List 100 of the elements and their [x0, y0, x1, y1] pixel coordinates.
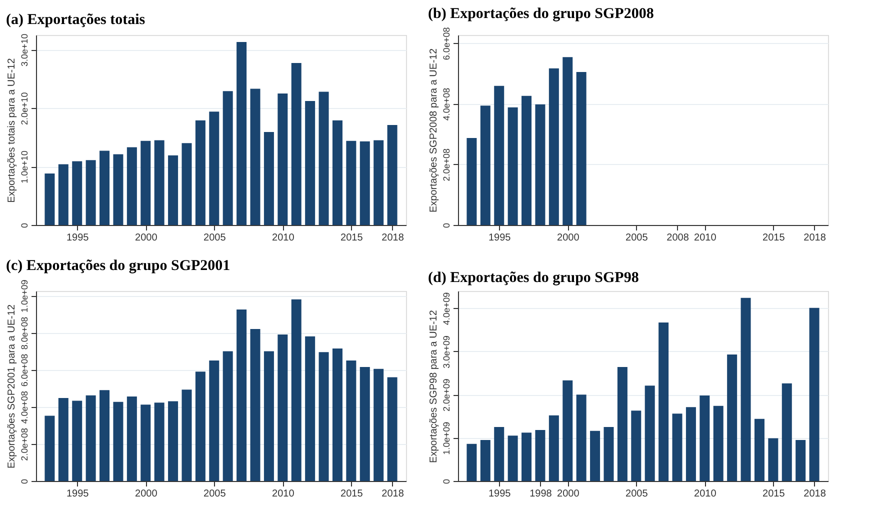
x-tick-label: 2010 — [694, 232, 717, 244]
bar — [686, 407, 696, 481]
x-tick-label: 2005 — [204, 232, 226, 244]
y-tick-label: 3.0e+09 — [442, 336, 452, 368]
bar — [182, 143, 192, 225]
y-tick-label: 3.0e+10 — [20, 34, 30, 67]
bar — [58, 164, 68, 225]
x-tick-label: 2005 — [626, 488, 648, 500]
bar — [168, 401, 178, 481]
bar — [318, 352, 329, 481]
bar — [782, 383, 792, 481]
bar — [86, 160, 96, 225]
y-tick-label: 6.0e+08 — [20, 354, 30, 387]
bar — [374, 368, 384, 481]
bar — [809, 308, 820, 481]
y-tick-label: 8.0e+08 — [20, 316, 30, 350]
bar — [631, 410, 642, 481]
bar — [604, 427, 614, 481]
chart-title: (d) Exportações do grupo SGP98 — [428, 270, 639, 286]
y-tick-label: 4.0e+08 — [20, 390, 30, 424]
y-tick-label: 6.0e+08 — [442, 27, 452, 60]
x-tick-label: 2015 — [340, 232, 364, 244]
bar — [508, 436, 518, 481]
bar — [494, 427, 504, 481]
bar — [548, 415, 559, 481]
x-tick-label: 1995 — [488, 232, 512, 244]
bar — [236, 42, 247, 225]
bar — [168, 155, 178, 225]
bar — [360, 141, 370, 225]
bar — [195, 372, 206, 481]
bar — [291, 63, 302, 225]
bar — [100, 390, 110, 481]
bar — [658, 322, 669, 481]
x-tick-label: 2018 — [804, 488, 826, 500]
bar — [100, 150, 110, 225]
bar — [222, 91, 233, 225]
bar — [480, 106, 490, 225]
bar — [250, 88, 260, 225]
bar — [195, 120, 206, 225]
x-tick-label: 2008 — [666, 232, 690, 244]
bar — [590, 430, 600, 481]
y-tick-label: 4.0e+08 — [442, 88, 452, 121]
y-tick-label: 1.0e+10 — [20, 150, 30, 184]
x-tick-label: 2018 — [382, 232, 404, 244]
bar — [113, 154, 124, 225]
y-tick-label: 0 — [442, 222, 452, 228]
x-tick-label: 1998 — [530, 488, 552, 500]
y-tick-label: 2.0e+08 — [442, 148, 452, 182]
bar — [209, 112, 220, 225]
bar — [535, 104, 546, 225]
bar — [126, 147, 137, 225]
y-axis-title: Exportações SGP2008 para a UE-12 — [428, 48, 440, 212]
bar — [182, 390, 192, 481]
x-tick-label: 2000 — [557, 488, 580, 500]
x-tick-label: 2010 — [272, 488, 295, 500]
chart-title: (b) Exportações do grupo SGP2008 — [428, 6, 654, 22]
y-tick-label: 2.0e+09 — [442, 378, 452, 412]
bar — [522, 96, 532, 225]
bar — [86, 395, 96, 481]
x-tick-label: 2005 — [626, 232, 648, 244]
x-tick-label: 1995 — [66, 232, 90, 244]
bar — [278, 334, 288, 481]
bar — [209, 360, 220, 481]
bar — [644, 386, 655, 481]
x-tick-label: 2018 — [804, 232, 826, 244]
bar — [494, 86, 504, 225]
x-tick-label: 2000 — [557, 232, 580, 244]
bar — [72, 400, 82, 481]
bar — [562, 380, 573, 481]
bar — [222, 351, 233, 481]
bar — [548, 68, 559, 225]
x-tick-label: 2005 — [204, 488, 226, 500]
x-tick-label: 2015 — [762, 232, 786, 244]
x-tick-label: 2000 — [135, 232, 158, 244]
bar — [360, 367, 370, 481]
bar — [576, 394, 586, 481]
y-tick-label: 1.0e+09 — [20, 280, 30, 313]
bar — [508, 107, 518, 225]
bar — [672, 414, 682, 481]
bar — [374, 140, 384, 225]
chart-title: (c) Exportações do grupo SGP2001 — [6, 258, 230, 274]
bar — [264, 351, 274, 481]
bar — [140, 404, 151, 481]
bar — [318, 92, 329, 225]
bar — [72, 161, 82, 225]
y-tick-label: 0 — [442, 478, 452, 484]
bar — [387, 125, 398, 225]
bar — [305, 101, 316, 225]
bar — [250, 329, 260, 481]
chart-title: (a) Exportações totais — [6, 12, 146, 28]
bar — [236, 310, 247, 481]
bar — [154, 140, 164, 225]
x-tick-label: 2010 — [272, 232, 295, 244]
bar — [291, 299, 302, 481]
bar — [332, 120, 342, 225]
bar — [796, 440, 806, 481]
x-tick-label: 2010 — [694, 488, 717, 500]
bar — [535, 430, 546, 481]
bar — [387, 377, 398, 481]
bar — [522, 432, 532, 481]
